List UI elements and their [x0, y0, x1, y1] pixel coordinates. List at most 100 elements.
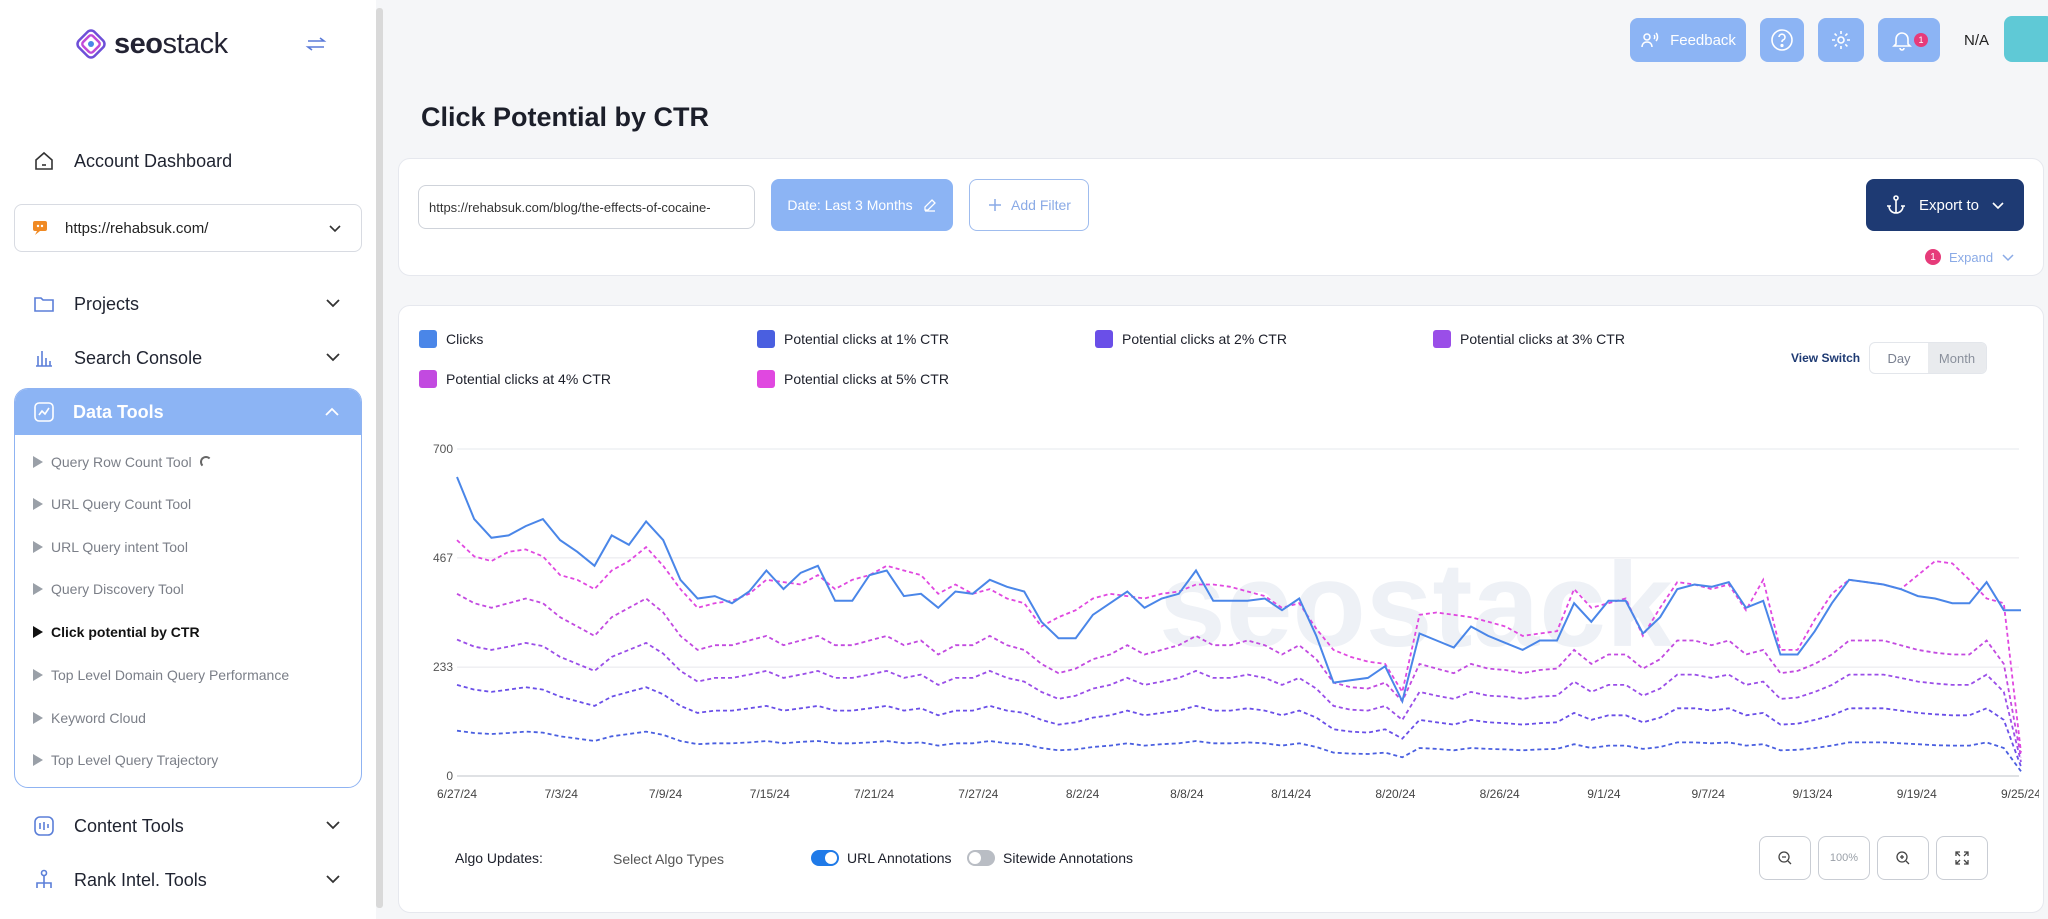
toggle-switch-off[interactable] [967, 850, 995, 866]
nav-projects-label: Projects [74, 293, 140, 314]
export-button[interactable]: Export to [1866, 179, 2024, 231]
tool-item-query-discovery[interactable]: Query Discovery Tool [33, 576, 184, 602]
play-icon [33, 498, 43, 510]
legend-ctr-1[interactable]: Potential clicks at 1% CTR [757, 330, 949, 348]
settings-button[interactable] [1818, 18, 1864, 62]
bell-icon [1892, 32, 1912, 51]
toggle-switch-on[interactable] [811, 850, 839, 866]
fullscreen-button[interactable] [1936, 836, 1988, 880]
date-range-button[interactable]: Date: Last 3 Months [771, 179, 953, 231]
collapse-sidebar-icon[interactable] [304, 32, 328, 56]
tool-item-label: Top Level Query Trajectory [51, 752, 219, 768]
feedback-label: Feedback [1670, 31, 1736, 49]
nav-account-dashboard[interactable]: Account Dashboard [14, 137, 362, 185]
nav-search-console[interactable]: Search Console [14, 334, 362, 382]
x-tick-label: 8/8/24 [1170, 787, 1204, 801]
view-switch: Day Month [1869, 342, 1987, 374]
home-icon [35, 151, 53, 170]
nav-projects[interactable]: Projects [14, 280, 362, 328]
algo-type-select[interactable]: Select Algo Types [613, 851, 725, 867]
y-tick-label: 233 [433, 660, 453, 674]
nav-data-tools[interactable]: Data Tools [15, 389, 361, 435]
x-tick-label: 7/9/24 [649, 787, 683, 801]
chevron-down-icon [329, 225, 341, 233]
x-tick-label: 8/2/24 [1066, 787, 1100, 801]
logo-text: seostack [114, 27, 228, 60]
legend-ctr-4[interactable]: Potential clicks at 4% CTR [419, 370, 611, 388]
series-line-2 [456, 684, 2022, 768]
feedback-button[interactable]: Feedback [1630, 18, 1746, 62]
legend-ctr-3[interactable]: Potential clicks at 3% CTR [1433, 330, 1625, 348]
page-title: Click Potential by CTR [421, 102, 710, 132]
export-label: Export to [1918, 196, 1980, 214]
nav-content-tools[interactable]: Content Tools [14, 802, 362, 850]
zoom-level[interactable]: 100% [1818, 836, 1870, 880]
x-tick-label: 7/27/24 [958, 787, 998, 801]
legend-clicks[interactable]: Clicks [419, 330, 483, 348]
trend-chart-icon [34, 402, 54, 422]
hierarchy-icon [36, 869, 52, 888]
tool-item-keyword-cloud[interactable]: Keyword Cloud [33, 705, 146, 731]
notifications-button[interactable]: 1 [1878, 18, 1940, 62]
legend-swatch [757, 370, 775, 388]
tool-item-url-query-intent[interactable]: URL Query intent Tool [33, 534, 188, 560]
data-tools-panel: Data Tools Query Row Count Tool URL Quer… [14, 388, 362, 788]
legend-swatch [1095, 330, 1113, 348]
expand-toggle[interactable]: 1 Expand [1925, 249, 2015, 265]
plus-icon [989, 199, 1002, 211]
chart-card: Clicks Potential clicks at 1% CTR Potent… [398, 305, 2044, 913]
nav-search-console-label: Search Console [74, 347, 203, 368]
sidebar: seostack Account Dashboard https://rehab… [0, 0, 376, 919]
help-button[interactable] [1760, 18, 1804, 62]
tool-item-top-level-query-trajectory[interactable]: Top Level Query Trajectory [33, 747, 218, 773]
filter-count-badge: 1 [1925, 249, 1941, 265]
zoom-in-button[interactable] [1877, 836, 1929, 880]
chevron-down-icon [326, 353, 340, 362]
play-icon [33, 456, 43, 468]
legend-label: Potential clicks at 1% CTR [784, 331, 949, 347]
loading-spinner-icon [199, 456, 212, 468]
tool-item-label: Click potential by CTR [51, 624, 200, 640]
chevron-down-icon [1992, 202, 2004, 210]
url-input[interactable] [418, 185, 755, 229]
site-selector[interactable]: https://rehabsuk.com/ [14, 204, 362, 252]
expand-label: Expand [1949, 249, 1994, 265]
view-day-option[interactable]: Day [1887, 350, 1911, 366]
sidebar-scrollbar[interactable] [376, 8, 383, 908]
x-tick-label: 8/14/24 [1271, 787, 1311, 801]
content-tools-icon [34, 816, 54, 836]
view-month-option[interactable]: Month [1928, 343, 1986, 373]
y-tick-label: 700 [433, 442, 453, 456]
y-tick-label: 467 [433, 551, 453, 565]
edit-icon [923, 199, 936, 212]
add-filter-label: Add Filter [1011, 197, 1071, 213]
tool-item-click-potential-ctr[interactable]: Click potential by CTR [33, 619, 200, 645]
legend-label: Potential clicks at 2% CTR [1122, 331, 1287, 347]
tool-item-tld-query-performance[interactable]: Top Level Domain Query Performance [33, 662, 289, 688]
zoom-out-button[interactable] [1759, 836, 1811, 880]
legend-ctr-2[interactable]: Potential clicks at 2% CTR [1095, 330, 1287, 348]
nav-rank-intel-tools[interactable]: Rank Intel. Tools [14, 856, 362, 904]
tool-item-query-row-count[interactable]: Query Row Count Tool [33, 449, 212, 475]
notification-count-badge: 1 [1914, 33, 1928, 47]
play-icon [33, 583, 43, 595]
gear-icon [1832, 31, 1850, 49]
url-annotations-toggle[interactable]: URL Annotations [811, 850, 952, 866]
user-name: N/A [1964, 32, 1990, 49]
help-icon [1771, 29, 1793, 51]
series-line-0 [456, 476, 2021, 705]
algo-updates-label: Algo Updates: [455, 850, 543, 866]
tool-item-url-query-count[interactable]: URL Query Count Tool [33, 491, 191, 517]
nav-data-tools-label: Data Tools [73, 401, 164, 422]
avatar[interactable] [2004, 16, 2048, 62]
add-filter-button[interactable]: Add Filter [969, 179, 1089, 231]
view-switch-label: View Switch [1791, 351, 1861, 365]
legend-ctr-5[interactable]: Potential clicks at 5% CTR [757, 370, 949, 388]
seostack-logo[interactable]: seostack [74, 24, 228, 64]
tool-item-label: Query Row Count Tool [51, 454, 192, 470]
legend-label: Potential clicks at 3% CTR [1460, 331, 1625, 347]
legend-swatch [757, 330, 775, 348]
sitewide-annotations-toggle[interactable]: Sitewide Annotations [967, 850, 1133, 866]
x-tick-label: 8/26/24 [1480, 787, 1520, 801]
